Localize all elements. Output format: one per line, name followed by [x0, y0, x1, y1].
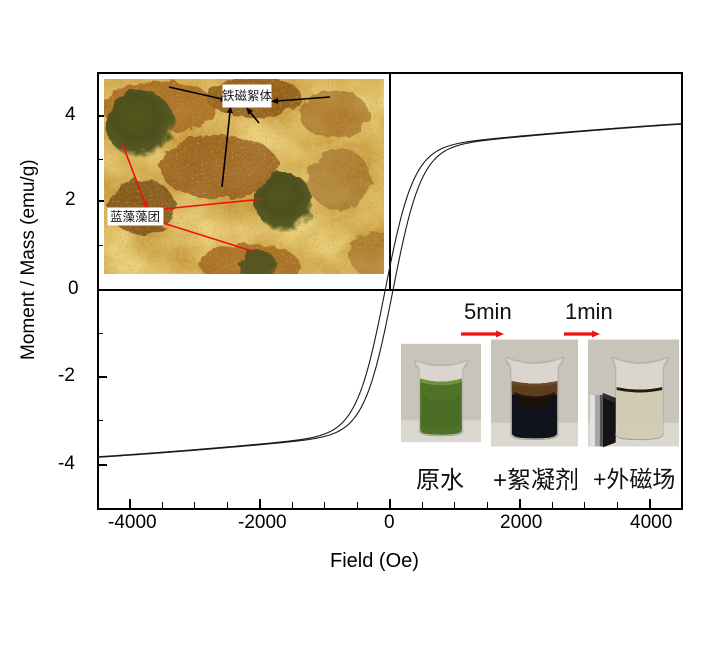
svg-text:蓝藻藻团: 蓝藻藻团: [110, 210, 160, 224]
svg-text:铁磁絮体: 铁磁絮体: [222, 88, 273, 103]
